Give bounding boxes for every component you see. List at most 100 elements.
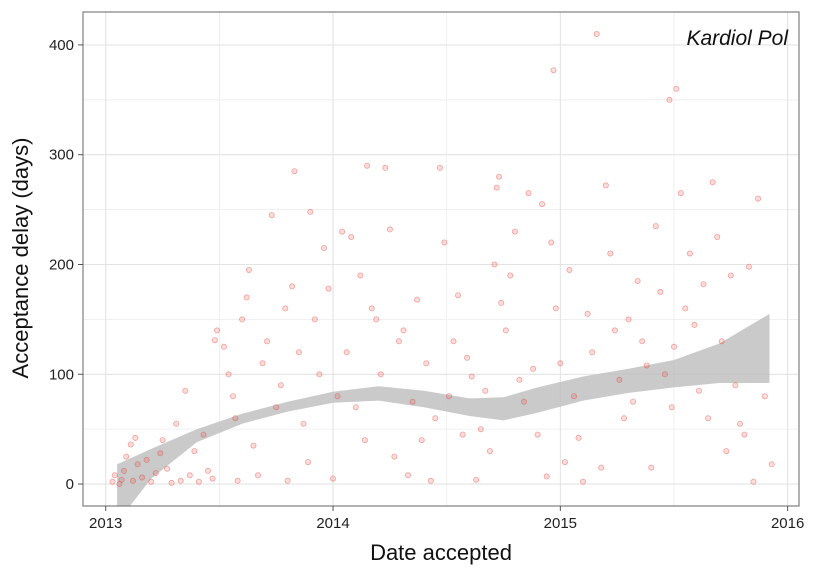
data-point (575, 434, 582, 441)
data-point (750, 478, 757, 485)
data-point (191, 448, 198, 455)
data-point (348, 233, 355, 240)
data-point (761, 393, 768, 400)
data-point (673, 85, 680, 92)
data-point (400, 327, 407, 334)
data-point (159, 437, 166, 444)
y-tick-label: 400 (49, 37, 74, 54)
data-point (368, 305, 375, 312)
data-point (666, 96, 673, 103)
data-point (566, 266, 573, 273)
data-point (343, 349, 350, 356)
y-tick-label: 200 (49, 256, 74, 273)
data-point (436, 164, 443, 171)
data-point (157, 450, 164, 457)
data-point (511, 228, 518, 235)
data-point (409, 398, 416, 405)
data-point (325, 285, 332, 292)
data-point (732, 382, 739, 389)
data-point (643, 362, 650, 369)
data-point (295, 349, 302, 356)
data-point (418, 437, 425, 444)
data-point (639, 338, 646, 345)
data-point (386, 226, 393, 233)
data-point (116, 480, 123, 487)
data-point (268, 212, 275, 219)
data-point (611, 327, 618, 334)
data-point (395, 338, 402, 345)
data-point (357, 272, 364, 279)
data-point (382, 164, 389, 171)
x-tick-label: 2016 (771, 515, 804, 532)
data-point (173, 420, 180, 427)
data-point (320, 244, 327, 251)
data-point (129, 477, 136, 484)
data-point (427, 477, 434, 484)
data-point (584, 310, 591, 317)
data-point (548, 239, 555, 246)
data-point (648, 464, 655, 471)
data-point (200, 431, 207, 438)
data-point (657, 288, 664, 295)
data-point (686, 250, 693, 257)
confidence-ribbon (117, 313, 770, 506)
data-points (109, 30, 775, 487)
data-point (736, 420, 743, 427)
data-point (450, 338, 457, 345)
data-point (334, 393, 341, 400)
data-point (109, 478, 116, 485)
data-point (755, 195, 762, 202)
data-point (209, 475, 216, 482)
data-point (671, 343, 678, 350)
y-tick-label: 300 (49, 147, 74, 164)
data-point (127, 441, 134, 448)
data-point (164, 465, 171, 472)
data-point (543, 473, 550, 480)
data-point (677, 190, 684, 197)
data-point (580, 478, 587, 485)
data-point (625, 316, 632, 323)
data-point (168, 479, 175, 486)
data-point (111, 472, 118, 479)
data-point (250, 442, 257, 449)
data-point (634, 277, 641, 284)
data-point (373, 316, 380, 323)
data-point (557, 360, 564, 367)
data-point (464, 354, 471, 361)
data-point (229, 393, 236, 400)
data-point (598, 464, 605, 471)
panel-border (82, 11, 800, 507)
data-point (291, 168, 298, 175)
data-point (177, 477, 184, 484)
data-point (307, 208, 314, 215)
data-point (404, 472, 411, 479)
data-point (123, 453, 130, 460)
data-point (254, 472, 261, 479)
data-point (432, 415, 439, 422)
data-point (311, 316, 318, 323)
data-point (486, 448, 493, 455)
data-point (507, 272, 514, 279)
data-point (352, 404, 359, 411)
data-point (607, 250, 614, 257)
data-point (132, 434, 139, 441)
x-tick-label: 2014 (316, 515, 349, 532)
data-point (289, 283, 296, 290)
data-point (339, 228, 346, 235)
data-point (696, 387, 703, 394)
data-point (304, 459, 311, 466)
data-point (534, 431, 541, 438)
x-tick-label: 2015 (544, 515, 577, 532)
data-point (571, 393, 578, 400)
data-point (652, 223, 659, 230)
data-point (741, 431, 748, 438)
data-point (277, 382, 284, 389)
data-point (468, 373, 475, 380)
data-point (316, 371, 323, 378)
data-point (691, 321, 698, 328)
data-point (148, 478, 155, 485)
data-point (709, 179, 716, 186)
data-point (521, 398, 528, 405)
data-point (195, 478, 202, 485)
